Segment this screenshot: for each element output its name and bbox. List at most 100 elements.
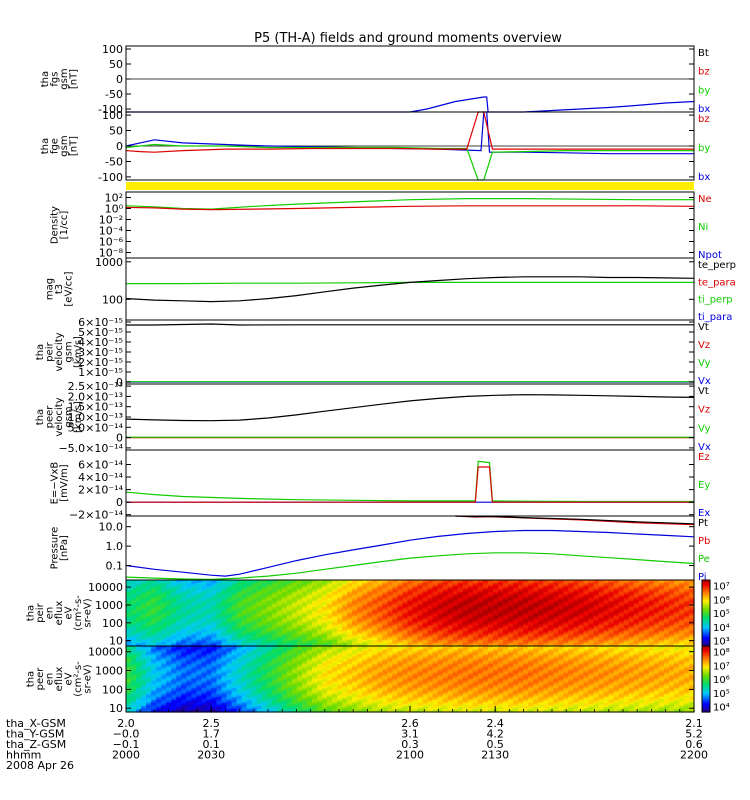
heatmap-cell: [141, 589, 147, 592]
heatmap-cell: [492, 583, 499, 586]
heatmap-cell: [407, 640, 414, 643]
heatmap-cell: [452, 596, 459, 599]
heatmap-cell: [146, 583, 152, 586]
heatmap-cell: [246, 620, 253, 623]
heatmap-cell: [603, 605, 610, 608]
heatmap-cell: [623, 620, 630, 623]
heatmap-cell: [311, 611, 318, 614]
heatmap-cell: [492, 626, 499, 629]
heatmap-cell: [543, 619, 549, 622]
heatmap-cell: [261, 587, 268, 590]
heatmap-cell: [467, 586, 474, 589]
heatmap-cell: [176, 634, 182, 637]
heatmap-cell: [251, 638, 258, 641]
heatmap-cell: [528, 620, 534, 623]
heatmap-cell: [141, 611, 147, 614]
heatmap-cell: [658, 631, 665, 634]
heatmap-cell: [367, 589, 373, 592]
heatmap-cell: [633, 635, 640, 638]
heatmap-cell: [337, 580, 343, 583]
heatmap-cell: [191, 629, 197, 632]
heatmap-cell: [251, 611, 258, 614]
heatmap-cell: [508, 596, 514, 599]
heatmap-cell: [613, 593, 620, 596]
heatmap-cell: [412, 610, 419, 613]
heatmap-cell: [427, 638, 434, 641]
heatmap-cell: [306, 641, 313, 644]
heatmap-cell: [402, 617, 409, 620]
heatmap-cell: [427, 625, 434, 628]
heatmap-cell: [156, 583, 162, 586]
heatmap-cell: [327, 637, 333, 640]
heatmap-cell: [201, 625, 208, 628]
heatmap-cell: [176, 580, 182, 583]
heatmap-cell: [553, 595, 559, 598]
heatmap-cell: [261, 635, 268, 638]
heatmap-cell: [296, 584, 303, 587]
heatmap-cell: [151, 614, 157, 617]
heatmap-cell: [432, 641, 439, 644]
heatmap-cell: [502, 605, 509, 608]
heatmap-cell: [513, 583, 519, 586]
heatmap-cell: [322, 617, 328, 620]
heatmap-cell: [377, 619, 383, 622]
heatmap-cell: [306, 638, 313, 641]
heatmap-cell: [422, 590, 429, 593]
legend-entry: bz: [698, 67, 710, 78]
heatmap-cell: [347, 635, 353, 638]
heatmap-cell: [563, 602, 569, 605]
heatmap-cell: [402, 583, 409, 586]
heatmap-cell: [347, 598, 353, 601]
heatmap-cell: [437, 619, 444, 622]
heatmap-cell: [497, 620, 504, 623]
heatmap-cell: [613, 613, 620, 616]
heatmap-cell: [457, 608, 464, 611]
heatmap-cell: [598, 586, 605, 589]
heatmap-cell: [417, 628, 424, 631]
heatmap-cell: [251, 622, 258, 625]
heatmap-cell: [548, 604, 554, 607]
heatmap-cell: [126, 614, 132, 617]
heatmap-cell: [583, 608, 590, 611]
heatmap-cell: [342, 593, 348, 596]
heatmap-cell: [347, 608, 353, 611]
heatmap-cell: [628, 620, 635, 623]
heatmap-cell: [502, 632, 509, 635]
heatmap-cell: [141, 614, 147, 617]
heatmap-cell: [518, 614, 524, 617]
heatmap-cell: [568, 628, 574, 631]
heatmap-cell: [151, 602, 157, 605]
heatmap-cell: [648, 587, 655, 590]
heatmap-cell: [608, 580, 615, 583]
heatmap-cell: [658, 584, 665, 587]
heatmap-cell: [492, 617, 499, 620]
heatmap-cell: [422, 625, 429, 628]
heatmap-cell: [538, 629, 544, 632]
heatmap-cell: [211, 607, 218, 610]
heatmap-cell: [513, 616, 519, 619]
heatmap-cell: [266, 602, 273, 605]
heatmap-cell: [497, 641, 504, 644]
heatmap-cell: [598, 595, 605, 598]
heatmap-cell: [437, 632, 444, 635]
heatmap-cell: [221, 587, 228, 590]
heatmap-cell: [588, 617, 595, 620]
heatmap-cell: [528, 622, 534, 625]
heatmap-cell: [638, 599, 645, 602]
heatmap-cell: [332, 631, 338, 634]
heatmap-cell: [337, 619, 343, 622]
heatmap-cell: [131, 614, 137, 617]
heatmap-cell: [191, 599, 197, 602]
heatmap-cell: [538, 581, 544, 584]
heatmap-cell: [472, 616, 479, 619]
heatmap-cell: [186, 586, 192, 589]
heatmap-cell: [497, 586, 504, 589]
heatmap-cell: [447, 590, 454, 593]
heatmap-cell: [367, 626, 373, 629]
heatmap-cell: [382, 595, 388, 598]
heatmap-cell: [151, 631, 157, 634]
heatmap-cell: [558, 632, 564, 635]
heatmap-cell: [146, 638, 152, 641]
heatmap-cell: [442, 583, 449, 586]
heatmap-cell: [181, 632, 187, 635]
